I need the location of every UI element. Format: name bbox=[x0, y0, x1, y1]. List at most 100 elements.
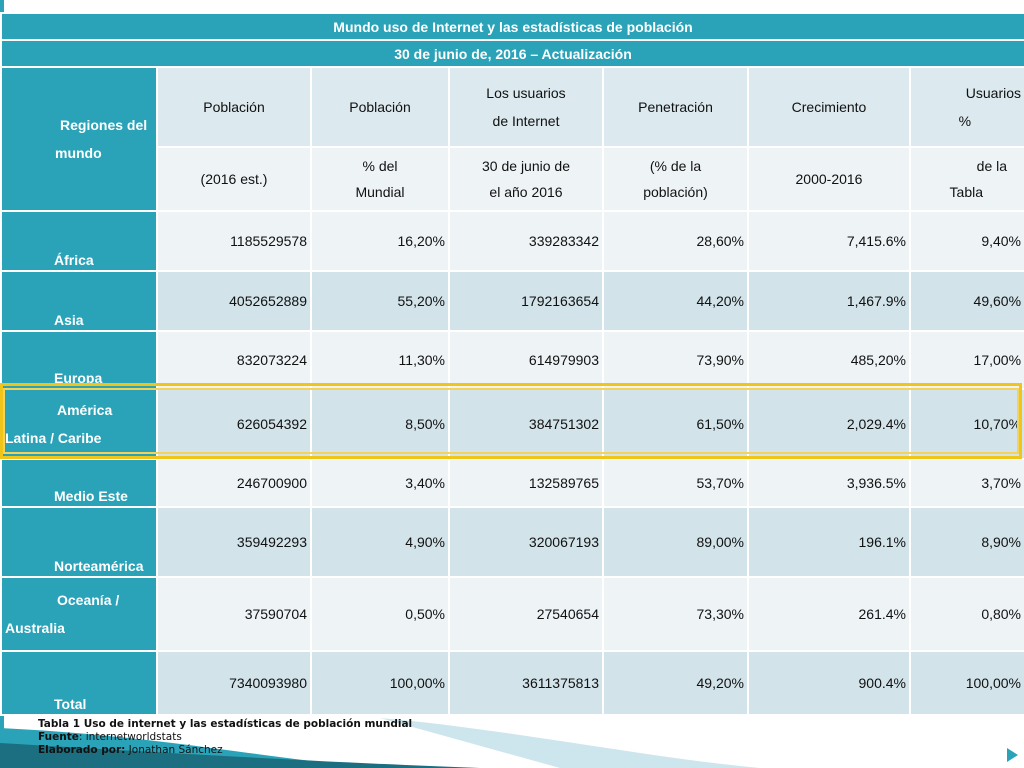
decorative-swoosh bbox=[0, 718, 760, 768]
value-cell: 261.4% bbox=[747, 576, 911, 652]
caption-fuente-value: : internetworldstats bbox=[78, 731, 182, 743]
header-usuarios-pct-line1: Usuarios bbox=[965, 85, 1022, 101]
header-pct-mundial-line2: Mundial bbox=[355, 184, 405, 200]
next-slide-arrow-icon[interactable] bbox=[1007, 748, 1018, 762]
value-cell: 1,467.9% bbox=[747, 270, 911, 332]
value-cell: 44,20% bbox=[602, 270, 749, 332]
value-cell: 16,20% bbox=[310, 210, 450, 272]
value-cell: 27540654 bbox=[448, 576, 604, 652]
value-cell: 10,70% bbox=[908, 388, 1024, 460]
caption-elaborado-value: Jonathan Sánchez bbox=[125, 744, 223, 756]
table-row: Norteamérica 359492293 4,90% 320067193 89,00… bbox=[0, 506, 1024, 578]
region-cell: Europa bbox=[0, 330, 158, 390]
header-usuarios-pct-line2: % bbox=[958, 113, 972, 129]
region-cell: África bbox=[0, 210, 158, 272]
table-subtitle: 30 de junio de, 2016 – Actualización bbox=[0, 39, 1024, 68]
value-cell: 100,00% bbox=[310, 650, 450, 716]
header-de-la-tabla-line2: Tabla bbox=[949, 184, 984, 200]
value-cell: 53,70% bbox=[602, 458, 749, 508]
value-cell: 8,90% bbox=[908, 506, 1024, 578]
value-cell: 89,00% bbox=[602, 506, 749, 578]
value-cell: 359492293 bbox=[156, 506, 312, 578]
value-cell: 3,70% bbox=[908, 458, 1024, 508]
value-cell: 485,20% bbox=[747, 330, 911, 390]
value-cell: 132589765 bbox=[448, 458, 604, 508]
caption-title: Tabla 1 Uso de internet y las estadístic… bbox=[38, 718, 413, 730]
value-cell: 100,00% bbox=[908, 650, 1024, 716]
caption-elaborado-label: Elaborado por: bbox=[38, 744, 126, 756]
value-cell: 832073224 bbox=[156, 330, 312, 390]
region-cell: Total bbox=[0, 650, 158, 716]
value-cell: 11,30% bbox=[310, 330, 450, 390]
table-row: Europa 832073224 11,30% 614979903 73,90% 485,… bbox=[0, 330, 1024, 390]
table-title: Mundo uso de Internet y las estadísticas… bbox=[0, 12, 1024, 41]
value-cell: 73,90% bbox=[602, 330, 749, 390]
header-2000-2016: 2000-2016 bbox=[747, 146, 911, 212]
value-cell: 0,50% bbox=[310, 576, 450, 652]
region-cell: Medio Este bbox=[0, 458, 158, 508]
value-cell: 1185529578 bbox=[156, 210, 312, 272]
region-label: América bbox=[57, 402, 113, 418]
value-cell: 28,60% bbox=[602, 210, 749, 272]
caption-fuente-label: Fuente bbox=[38, 731, 79, 743]
header-penetracion: Penetración bbox=[602, 66, 749, 148]
region-label: Total bbox=[54, 696, 87, 712]
region-header-line2: mundo bbox=[55, 145, 102, 161]
figure-caption: Tabla 1 Uso de internet y las estadístic… bbox=[38, 718, 412, 757]
header-usuarios-line2: de Internet bbox=[492, 113, 560, 129]
value-cell: 49,20% bbox=[602, 650, 749, 716]
table-row: Total 7340093980 100,00% 3611375813 49,20% 90… bbox=[0, 650, 1024, 716]
value-cell: 7340093980 bbox=[156, 650, 312, 716]
region-label: Medio Este bbox=[54, 488, 128, 504]
region-label: Asia bbox=[54, 312, 84, 328]
header-pct-poblacion-line1: (% de la bbox=[649, 158, 702, 174]
internet-stats-table: Mundo uso de Internet y las estadísticas… bbox=[0, 12, 1024, 716]
header-usuarios: Los usuarios de Internet bbox=[448, 66, 604, 148]
region-cell: Norteamérica bbox=[0, 506, 158, 578]
region-label: Latina / Caribe bbox=[5, 430, 102, 446]
header-usuarios-pct: Usuarios % bbox=[908, 66, 1024, 148]
value-cell: 4052652889 bbox=[156, 270, 312, 332]
header-crecimiento: Crecimiento bbox=[747, 66, 911, 148]
value-cell: 3,40% bbox=[310, 458, 450, 508]
value-cell: 73,30% bbox=[602, 576, 749, 652]
value-cell: 49,60% bbox=[908, 270, 1024, 332]
value-cell: 4,90% bbox=[310, 506, 450, 578]
region-label: Norteamérica bbox=[54, 558, 144, 574]
region-label: Europa bbox=[54, 370, 103, 386]
header-usuarios-line1: Los usuarios bbox=[486, 85, 566, 101]
header-de-la-tabla: de la Tabla bbox=[908, 146, 1024, 212]
header-pct-poblacion: (% de la población) bbox=[602, 146, 749, 212]
header-pct-poblacion-line2: población) bbox=[643, 184, 708, 200]
region-header-line1: Regiones del bbox=[60, 117, 148, 133]
header-junio-2016-line1: 30 de junio de bbox=[482, 158, 570, 174]
region-cell: América Latina / Caribe bbox=[0, 388, 158, 460]
value-cell: 320067193 bbox=[448, 506, 604, 578]
table-row: América Latina / Caribe 626054392 8,50% 3847… bbox=[0, 388, 1024, 460]
header-junio-2016: 30 de junio de el año 2016 bbox=[448, 146, 604, 212]
region-label: Oceanía / bbox=[57, 592, 120, 608]
region-header: Regiones del mundo bbox=[0, 66, 158, 212]
region-cell: Asia bbox=[0, 270, 158, 332]
value-cell: 7,415.6% bbox=[747, 210, 911, 272]
value-cell: 246700900 bbox=[156, 458, 312, 508]
table-row: Oceanía / Australia 37590704 0,50% 27540654 7… bbox=[0, 576, 1024, 652]
header-poblacion-2: Población bbox=[310, 66, 450, 148]
value-cell: 196.1% bbox=[747, 506, 911, 578]
region-cell: Oceanía / Australia bbox=[0, 576, 158, 652]
value-cell: 9,40% bbox=[908, 210, 1024, 272]
value-cell: 900.4% bbox=[747, 650, 911, 716]
table-row: Medio Este 246700900 3,40% 132589765 53,70% 3… bbox=[0, 458, 1024, 508]
header-de-la-tabla-line1: de la bbox=[976, 158, 1008, 174]
value-cell: 8,50% bbox=[310, 388, 450, 460]
value-cell: 17,00% bbox=[908, 330, 1024, 390]
value-cell: 339283342 bbox=[448, 210, 604, 272]
header-pct-mundial: % del Mundial bbox=[310, 146, 450, 212]
value-cell: 614979903 bbox=[448, 330, 604, 390]
value-cell: 384751302 bbox=[448, 388, 604, 460]
header-poblacion: Población bbox=[156, 66, 312, 148]
region-label: Australia bbox=[5, 620, 65, 636]
value-cell: 55,20% bbox=[310, 270, 450, 332]
table-row: África 1185529578 16,20% 339283342 28,60% 7,4… bbox=[0, 210, 1024, 272]
region-label: África bbox=[54, 252, 94, 268]
